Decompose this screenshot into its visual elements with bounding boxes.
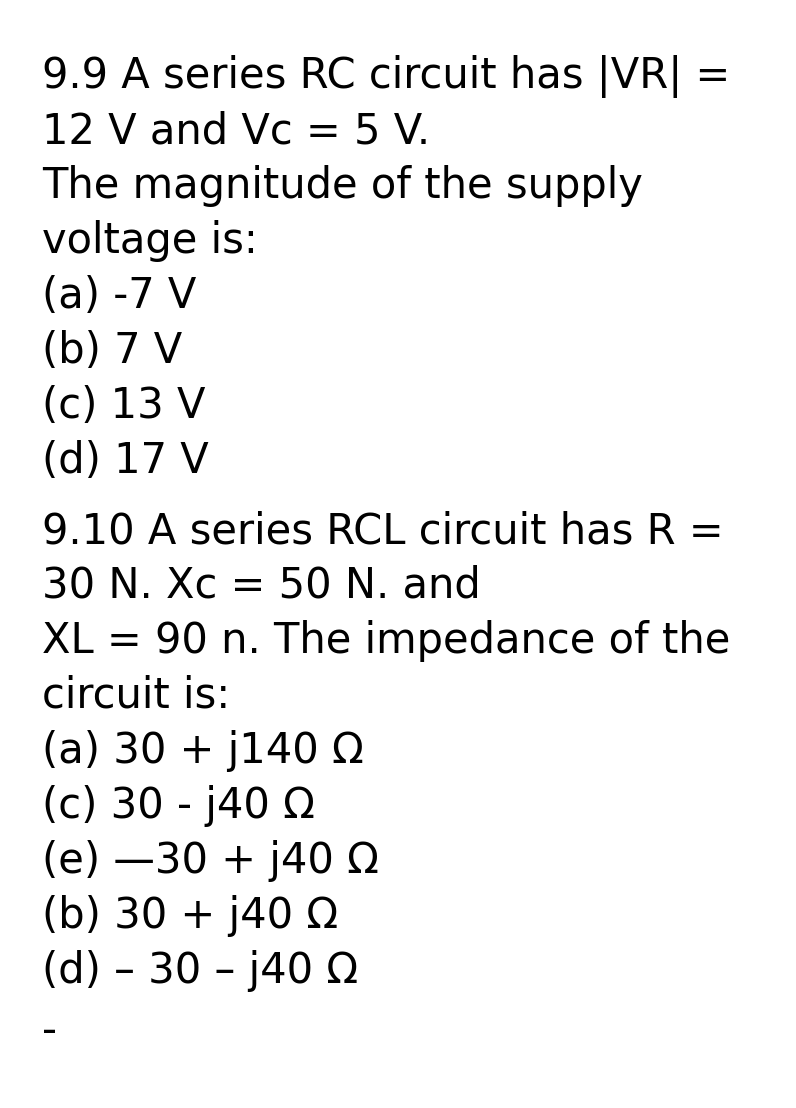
Text: 9.9 A series RC circuit has |VR| =: 9.9 A series RC circuit has |VR| =	[42, 55, 730, 98]
Text: -: -	[42, 1010, 57, 1051]
Text: (d) 17 V: (d) 17 V	[42, 440, 209, 482]
Text: XL = 90 n. The impedance of the: XL = 90 n. The impedance of the	[42, 620, 731, 661]
Text: (b) 30 + j40 Ω: (b) 30 + j40 Ω	[42, 895, 338, 937]
Text: (b) 7 V: (b) 7 V	[42, 330, 182, 372]
Text: The magnitude of the supply: The magnitude of the supply	[42, 165, 643, 207]
Text: (e) —30 + j40 Ω: (e) —30 + j40 Ω	[42, 840, 379, 882]
Text: 30 N. Xc = 50 N. and: 30 N. Xc = 50 N. and	[42, 565, 481, 607]
Text: (a) -7 V: (a) -7 V	[42, 275, 197, 317]
Text: circuit is:: circuit is:	[42, 675, 230, 717]
Text: 9.10 A series RCL circuit has R =: 9.10 A series RCL circuit has R =	[42, 510, 724, 552]
Text: (d) – 30 – j40 Ω: (d) – 30 – j40 Ω	[42, 950, 358, 992]
Text: (c) 13 V: (c) 13 V	[42, 384, 205, 427]
Text: voltage is:: voltage is:	[42, 220, 258, 261]
Text: (a) 30 + j140 Ω: (a) 30 + j140 Ω	[42, 730, 364, 772]
Text: (c) 30 - j40 Ω: (c) 30 - j40 Ω	[42, 784, 315, 827]
Text: 12 V and Vc = 5 V.: 12 V and Vc = 5 V.	[42, 110, 430, 152]
